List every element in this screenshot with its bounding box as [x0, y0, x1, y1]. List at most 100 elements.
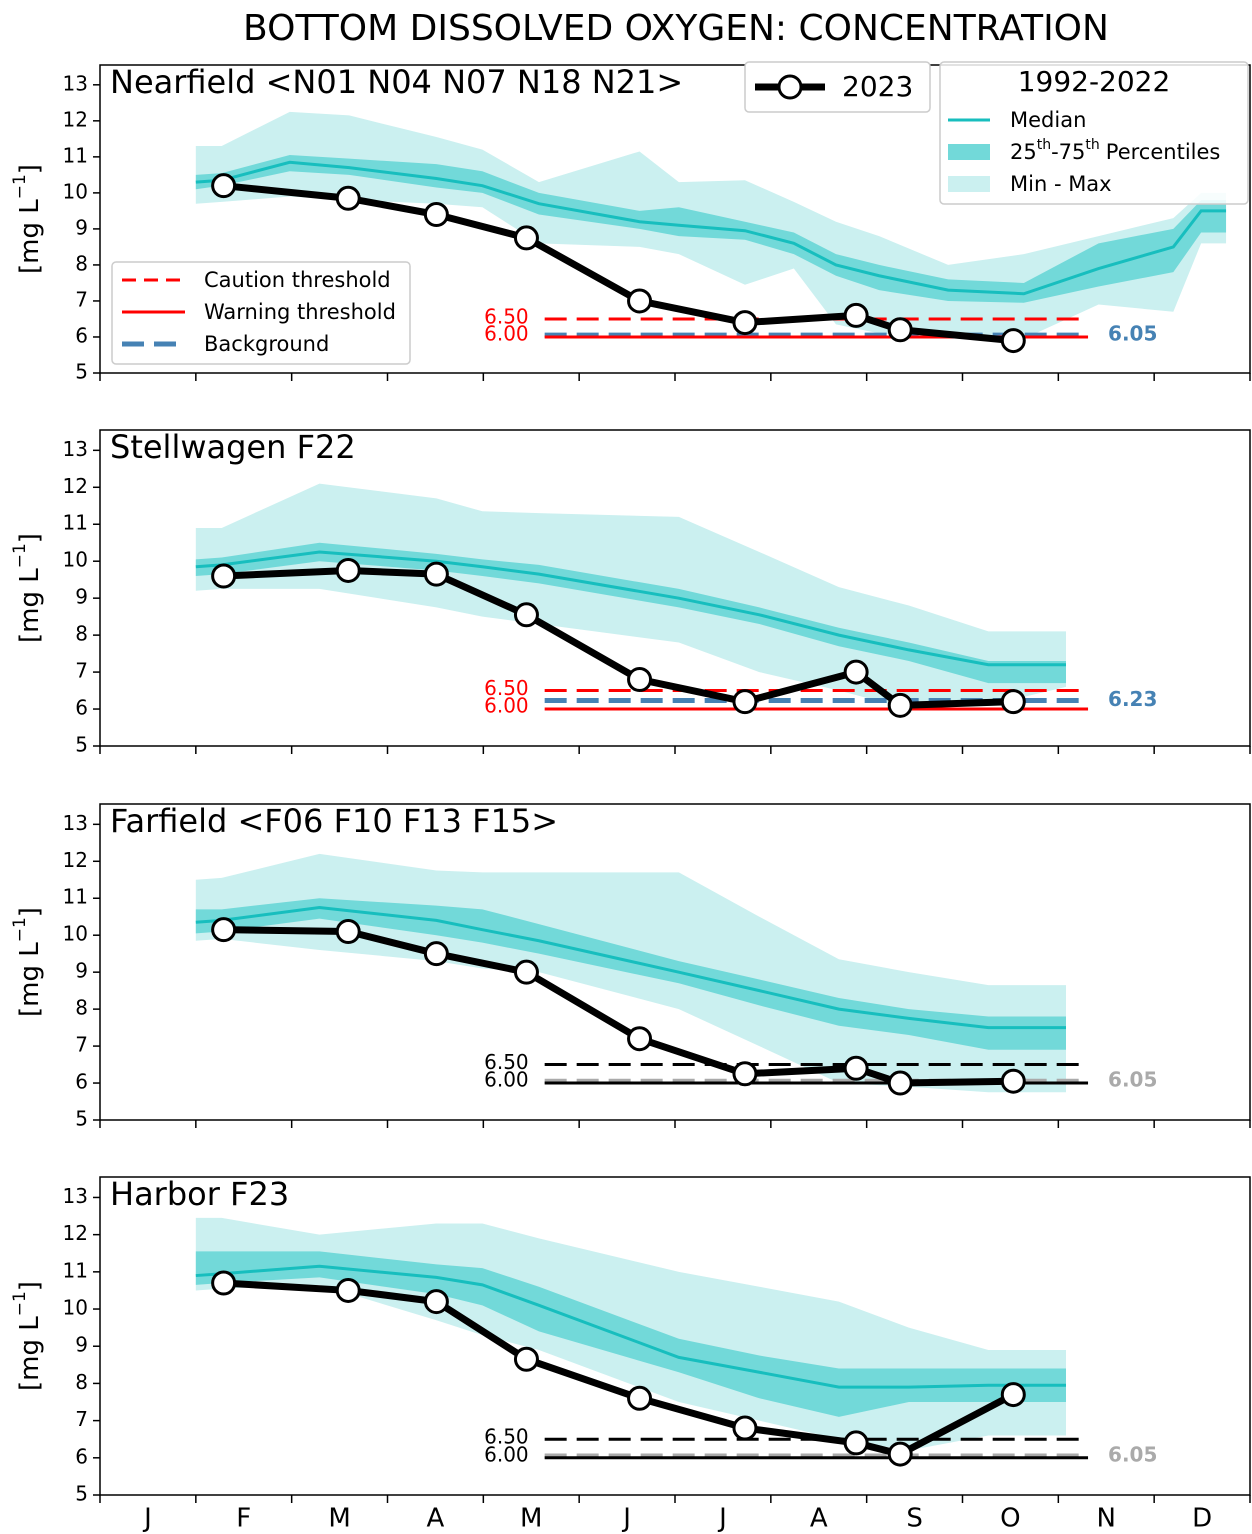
y-tick-label: 12 — [63, 1221, 88, 1245]
y-tick-label: 5 — [75, 1482, 88, 1506]
y-label-text: [mg L — [15, 1316, 45, 1391]
y-tick-label: 8 — [75, 251, 88, 275]
x-tick-label: J — [717, 1504, 727, 1534]
y-label-sup: −1 — [10, 1291, 30, 1316]
y-tick-label: 13 — [63, 1184, 88, 1208]
x-tick-label: O — [1000, 1504, 1020, 1534]
median-line — [195, 905, 1066, 1030]
observed-marker — [513, 1346, 539, 1372]
legend-box — [111, 261, 411, 365]
y-tick-label: 7 — [75, 287, 88, 311]
legend-label-part: 25 — [1010, 140, 1037, 164]
observed-marker — [887, 317, 913, 343]
observed-marker — [1000, 1382, 1026, 1408]
observed-marker — [423, 201, 449, 227]
y-tick-label: 12 — [63, 848, 88, 872]
panel-title: Stellwagen F22 — [110, 428, 356, 466]
caution-label: 6.50 — [484, 1425, 529, 1449]
x-tick-label: M — [520, 1504, 542, 1534]
x-tick-label: S — [906, 1504, 923, 1534]
y-tick-label: 10 — [63, 922, 88, 946]
observed-marker — [211, 917, 237, 943]
observed-marker — [887, 692, 913, 718]
observed-marker — [843, 302, 869, 328]
legend-label-part: th — [1085, 137, 1099, 153]
legend-label: Median — [1010, 108, 1086, 132]
y-tick-label: 6 — [75, 1444, 88, 1468]
observed-marker — [335, 1277, 361, 1303]
y-tick-label: 9 — [75, 585, 88, 609]
y-tick-label: 13 — [63, 811, 88, 835]
observed-marker — [627, 666, 653, 692]
observed-marker — [627, 1385, 653, 1411]
y-label-sup: −1 — [10, 917, 30, 942]
observed-marker — [513, 959, 539, 985]
y-tick-label: 11 — [63, 511, 88, 535]
observed-marker — [423, 561, 449, 587]
observed-marker — [843, 659, 869, 685]
warning-label: 6.00 — [484, 1068, 529, 1092]
y-axis-label: [mg L−1] — [10, 907, 45, 1017]
caution-label: 6.50 — [484, 676, 529, 700]
caution-label: 6.50 — [484, 1050, 529, 1074]
observed-marker — [335, 919, 361, 945]
y-axis-label: [mg L−1] — [10, 533, 45, 643]
observed-marker — [513, 225, 539, 251]
y-label-text: [mg L — [15, 199, 45, 274]
background-label: 6.05 — [1108, 1068, 1157, 1092]
y-tick-label: 13 — [63, 437, 88, 461]
y-label-text: [mg L — [15, 942, 45, 1017]
y-tick-label: 11 — [63, 143, 88, 167]
legend-label: 25th-75th Percentiles — [1010, 137, 1220, 164]
x-tick-label: M — [328, 1504, 350, 1534]
percentile-band — [195, 1251, 1067, 1417]
panel-title: Farfield <F06 F10 F13 F15> — [110, 802, 558, 840]
observed-marker — [627, 1026, 653, 1052]
y-tick-label: 11 — [63, 885, 88, 909]
legend-box — [744, 61, 931, 113]
legend-swatch — [948, 144, 990, 160]
observed-marker — [732, 689, 758, 715]
y-tick-label: 7 — [75, 659, 88, 683]
observed-marker — [423, 941, 449, 967]
caution-label: 6.50 — [484, 304, 529, 328]
y-tick-label: 10 — [63, 548, 88, 572]
observed-marker — [627, 288, 653, 314]
y-tick-label: 6 — [75, 323, 88, 347]
legend-label-part: th — [1037, 137, 1051, 153]
observed-marker — [732, 310, 758, 336]
y-axis-label: [mg L−1] — [10, 164, 45, 274]
y-tick-label: 10 — [63, 1296, 88, 1320]
y-tick-label: 12 — [63, 107, 88, 131]
observed-marker — [887, 1070, 913, 1096]
y-label-text: ] — [15, 164, 45, 174]
observed-marker — [732, 1415, 758, 1441]
observed-marker — [211, 1270, 237, 1296]
median-line — [195, 160, 1227, 296]
legend-label: Background — [204, 332, 329, 356]
y-tick-label: 6 — [75, 1070, 88, 1094]
y-tick-label: 12 — [63, 474, 88, 498]
y-tick-label: 8 — [75, 996, 88, 1020]
observed-marker — [843, 1055, 869, 1081]
observed-marker — [513, 602, 539, 628]
median-line — [195, 550, 1066, 667]
x-tick-label: D — [1192, 1504, 1212, 1534]
observed-marker — [887, 1441, 913, 1467]
legend-label: 2023 — [842, 70, 913, 103]
x-tick-label: A — [427, 1504, 445, 1534]
x-tick-label: N — [1097, 1504, 1116, 1534]
warning-label: 6.00 — [484, 321, 529, 345]
observed-marker — [1000, 689, 1026, 715]
legend-label: Caution threshold — [204, 268, 391, 292]
y-axis-label: [mg L−1] — [10, 1281, 45, 1391]
y-tick-label: 9 — [75, 1333, 88, 1357]
observed-marker — [211, 173, 237, 199]
observed-marker — [732, 1061, 758, 1087]
legend-label-part: -75 — [1051, 140, 1085, 164]
legend-swatch — [777, 74, 803, 100]
y-tick-label: 6 — [75, 696, 88, 720]
observed-marker — [843, 1430, 869, 1456]
y-tick-label: 8 — [75, 622, 88, 646]
